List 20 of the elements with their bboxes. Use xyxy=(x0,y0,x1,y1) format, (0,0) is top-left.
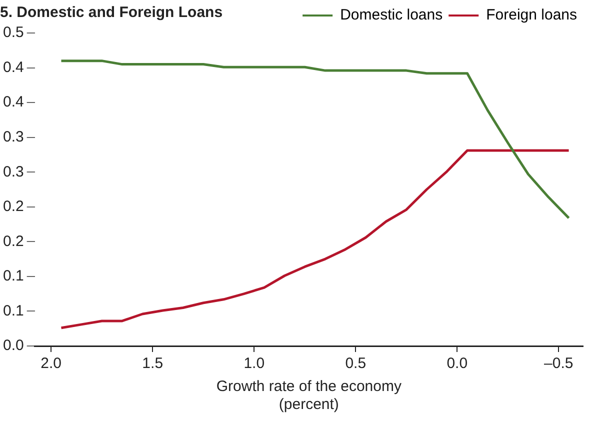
y-tick-label: 0.1 xyxy=(2,302,24,320)
y-tick-label: 0.2 xyxy=(2,198,24,216)
x-tick-label: 0.0 xyxy=(446,355,468,372)
x-tick-label: 1.5 xyxy=(142,355,164,372)
x-tick-label: 1.0 xyxy=(244,355,265,372)
y-tick-label: 0.3 xyxy=(2,163,24,180)
y-tick-label: 0.2 xyxy=(2,232,24,250)
chart-title: 5. Domestic and Foreign Loans xyxy=(0,4,223,22)
y-tick-label: 0.3 xyxy=(2,128,24,146)
y-tick-label: 0.4 xyxy=(2,58,24,76)
y-tick-label: 0.5 xyxy=(2,24,24,42)
x-tick-label: 0.5 xyxy=(345,355,366,372)
x-tick-label: 2.0 xyxy=(40,355,62,372)
y-tick-label: 0.4 xyxy=(2,94,24,111)
x-tick-label: –0.5 xyxy=(544,355,574,372)
y-tick-label: 0.1 xyxy=(2,268,24,285)
legend-label: Foreign loans xyxy=(486,6,578,24)
x-axis-title: Growth rate of the economy (percent) xyxy=(216,378,402,414)
legend-label: Domestic loans xyxy=(340,6,443,24)
y-tick-label: 0.0 xyxy=(2,337,24,354)
